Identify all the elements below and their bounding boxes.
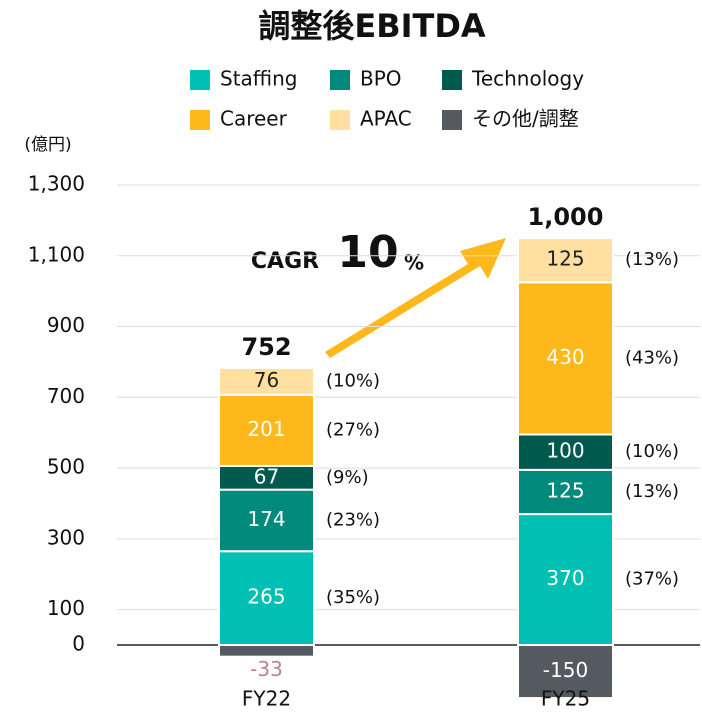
share-label: (27%) [326,419,380,440]
x-tick-label: FY25 [541,687,590,711]
share-label: (13%) [625,249,679,270]
bar-segment [517,237,614,284]
data-label: 430 [546,345,584,369]
legend-label: Career [220,107,288,131]
data-label: 125 [546,247,584,271]
data-label: 67 [254,464,279,488]
bar-segment [218,366,315,396]
y-tick-label: 1,300 [28,172,85,196]
y-tick-label: 1,100 [28,242,85,266]
total-label: 752 [241,333,291,361]
legend-swatch [330,70,350,90]
share-label: (10%) [326,370,380,391]
cagr-value: 10 [337,227,398,278]
data-label: 201 [247,417,285,441]
bar-segment [517,513,614,646]
chart-title: 調整後EBITDA [258,7,486,45]
legend-label: その他/調整 [472,107,579,131]
legend-label: BPO [360,67,402,91]
data-label: -150 [543,658,588,682]
legend-swatch [190,70,210,90]
y-tick-label: 300 [47,525,85,549]
legend-swatch [442,70,462,90]
share-label: (43%) [625,347,679,368]
bar-segment [218,393,315,467]
share-label: (23%) [326,509,380,530]
data-label: 370 [546,566,584,590]
data-label: 100 [546,439,584,463]
y-tick-label: 0 [72,632,85,656]
share-label: (13%) [625,481,679,502]
total-label: 1,000 [528,203,604,231]
share-label: (37%) [625,569,679,590]
bar-segment [517,468,614,516]
data-label: -33 [250,657,283,681]
data-label: 265 [247,585,285,609]
y-tick-label: 700 [47,384,85,408]
cagr-unit: % [404,251,424,275]
bar-segment [218,488,315,553]
y-tick-label: 100 [47,596,85,620]
bar-segment [517,644,614,700]
share-label: (10%) [625,441,679,462]
y-tick-label: 500 [47,455,85,479]
cagr-arrow [325,238,506,358]
y-tick-label: 900 [47,313,85,337]
share-label: (9%) [326,467,369,488]
legend-swatch [330,110,350,130]
x-tick-label: FY22 [242,687,291,711]
unit-label: (億円) [24,135,71,155]
cagr-label: CAGR [251,249,319,274]
data-label: 174 [247,507,285,531]
share-label: (35%) [326,587,380,608]
bar-segment [517,433,614,471]
legend-swatch [442,110,462,130]
data-label: 125 [546,478,584,502]
legend-label: Staffing [220,67,298,91]
data-label: 76 [254,368,279,392]
legend-label: Technology [471,67,584,91]
legend-label: APAC [360,107,412,131]
legend-swatch [190,110,210,130]
bar-segment [218,644,315,658]
